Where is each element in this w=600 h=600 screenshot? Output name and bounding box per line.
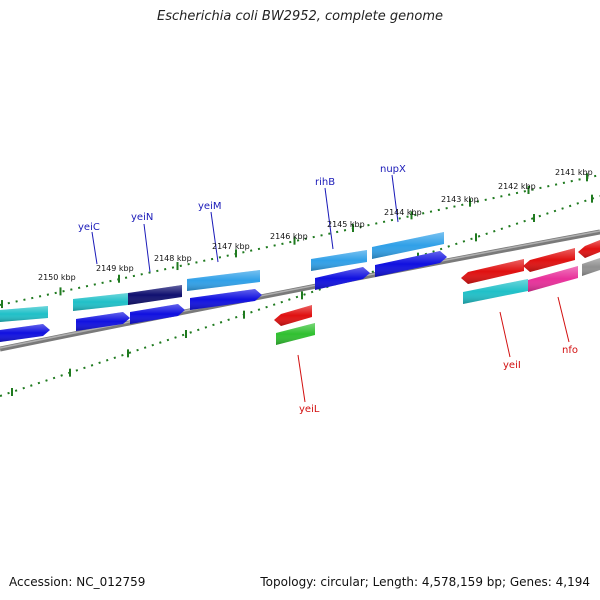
gene-label-yeiL: yeiL (299, 404, 320, 415)
gene-label-yeiN: yeiN (131, 212, 153, 223)
tick-label: 2142 kbp (498, 182, 536, 191)
outer-tick-track (0, 173, 600, 396)
gene-labels: yeiC yeiN yeiM rihB nupX yeiL yeiI nfo (78, 164, 578, 415)
inner-tick-dots (0, 195, 600, 397)
gene-block-shade (463, 279, 528, 304)
gene-block-shade (375, 251, 447, 277)
map-title: Escherichia coli BW2952, complete genome (157, 9, 443, 24)
accession-text: Accession: NC_012759 (9, 575, 146, 589)
gene-label-nfo: nfo (562, 345, 578, 356)
gene-block-shade (311, 250, 367, 271)
gene-block-shade (0, 306, 48, 322)
gene-block-shade (130, 304, 185, 324)
leader-line (324, 187, 334, 250)
tick-label: 2141 kbp (555, 168, 593, 177)
gene-label-yeiI: yeiI (503, 360, 521, 371)
gene-label-nupX: nupX (380, 164, 406, 175)
gene-block-shade (582, 258, 600, 276)
gene-label-rihB: rihB (315, 177, 335, 188)
gene-label-yeiM: yeiM (198, 201, 221, 212)
tick-label: 2148 kbp (154, 254, 192, 263)
tick-label: 2144 kbp (384, 208, 422, 217)
tick-labels: 2150 kbp 2149 kbp 2148 kbp 2147 kbp 2146… (38, 168, 593, 282)
genome-backbone (0, 229, 600, 352)
tick-label: 2146 kbp (270, 232, 308, 241)
leader-line (557, 296, 570, 343)
leader-line (391, 174, 399, 223)
gene-block-shade (0, 324, 50, 342)
gene-block-shade (128, 285, 182, 305)
leader-line (143, 223, 151, 273)
gene-block-shade (461, 259, 524, 284)
genome-stats-text: Topology: circular; Length: 4,578,159 bp… (260, 575, 590, 589)
tick-label: 2143 kbp (441, 195, 479, 204)
gene-block-shade (73, 293, 128, 311)
leader-line (499, 311, 511, 358)
gene-label-yeiC: yeiC (78, 222, 100, 233)
gene-block-shade (372, 232, 444, 259)
tick-label: 2145 kbp (327, 220, 365, 229)
leader-line (297, 354, 306, 403)
gene-block-shade (276, 323, 315, 345)
leader-line (91, 231, 98, 265)
gene-block-shade (315, 267, 370, 290)
major-ticks (1, 173, 593, 396)
gene-block-shade (187, 270, 260, 291)
gene-block-shade (76, 312, 130, 331)
gene-features (0, 232, 600, 345)
gene-block-shade (274, 305, 312, 326)
inner-tick-track (0, 195, 600, 397)
gene-block-shade (528, 266, 578, 292)
tick-label: 2150 kbp (38, 273, 76, 282)
tick-label: 2147 kbp (212, 242, 250, 251)
tick-label: 2149 kbp (96, 264, 134, 273)
gene-label-leaders (91, 174, 570, 403)
gene-block-shade (578, 240, 600, 258)
gene-block-shade (190, 289, 262, 310)
gene-block-shade (523, 248, 575, 272)
leader-line (210, 211, 219, 263)
backbone-line (0, 229, 600, 352)
